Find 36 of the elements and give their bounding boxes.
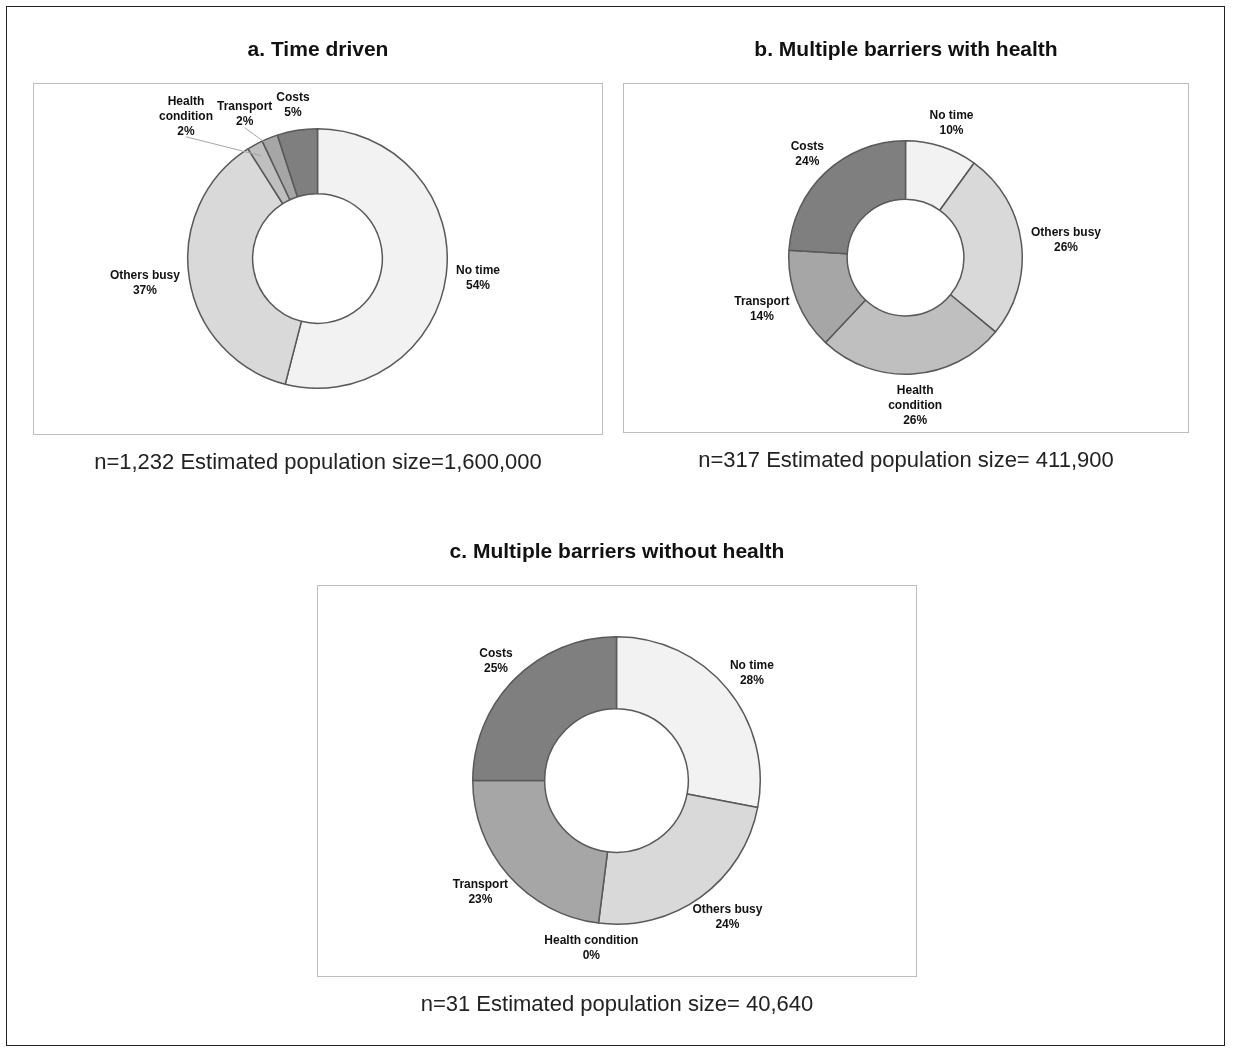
data-label: 26% [1053, 239, 1079, 254]
slice-label: Health condition [888, 382, 943, 412]
slice-label: Transport [452, 876, 509, 891]
text: 0% [582, 947, 601, 962]
data-label: 24% [715, 916, 740, 931]
slice-label: Health condition [159, 93, 214, 123]
slice-label: No time [929, 107, 974, 122]
slice-label: Costs [790, 138, 825, 153]
data-label: 10% [939, 122, 964, 137]
data-label: 26% [903, 412, 928, 427]
slice-label: No time [729, 657, 775, 672]
data-label: 25% [483, 660, 509, 675]
data-label: 2% [236, 114, 254, 129]
text: n=31 Estimated population size= 40,640 [419, 991, 815, 1017]
chart-title: c. Multiple barriers without health [448, 539, 786, 563]
data-label: 2% [177, 123, 196, 138]
data-label: 23% [468, 891, 493, 906]
text: n=1,232 Estimated population size=1,600,000 [93, 449, 543, 475]
data-label: 24% [795, 153, 820, 168]
chart-title: a. Time driven [246, 37, 390, 61]
text: n=317 Estimated population size= 411,900 [697, 447, 1115, 473]
data-label: 28% [739, 672, 765, 687]
slice-label: No time [455, 262, 501, 277]
chart-title: b. Multiple barriers with health [753, 37, 1059, 61]
slice-label: Transport [734, 294, 790, 309]
slice-label: Others busy [692, 901, 763, 916]
slice-label: Others busy [1030, 224, 1102, 239]
data-label: 5% [284, 105, 303, 120]
slice-label: Costs [479, 645, 513, 660]
slice-label: Others busy [109, 267, 181, 282]
data-label: 14% [749, 309, 775, 324]
data-label: 37% [132, 282, 158, 297]
data-label: 54% [465, 277, 491, 292]
slice-label: Transport [217, 99, 273, 114]
category-label: Health condition [544, 932, 639, 947]
slice-label: Costs [276, 90, 311, 105]
